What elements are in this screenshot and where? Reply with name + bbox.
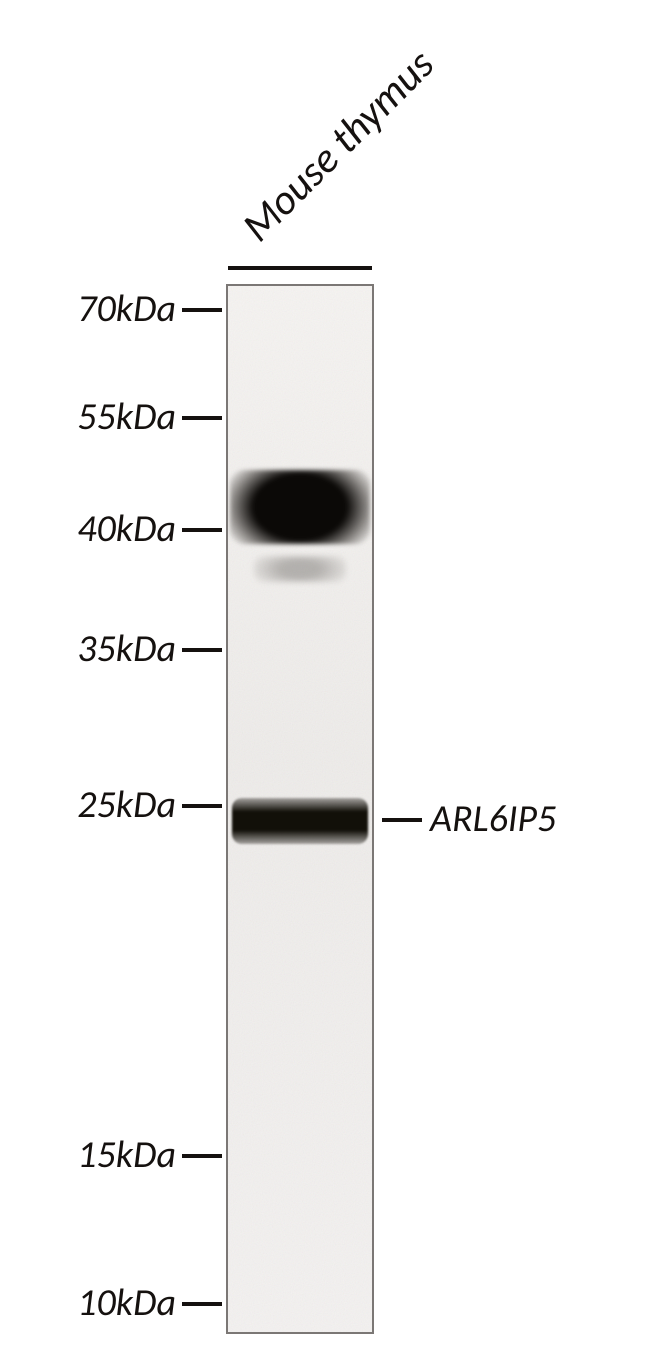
lane-label-underline (228, 266, 372, 270)
marker-label-55kda: 55kDa (16, 394, 176, 440)
marker-label-70kda: 70kDa (16, 286, 176, 332)
western-blot-figure: Mouse thymus 70kDa 55kDa 40kDa 35kDa 25k… (0, 0, 650, 1362)
marker-tick-25kda (182, 804, 222, 808)
marker-tick-70kda (182, 308, 222, 312)
marker-label-25kda: 25kDa (16, 782, 176, 828)
marker-tick-40kda (182, 528, 222, 532)
marker-tick-35kda (182, 648, 222, 652)
marker-tick-15kda (182, 1154, 222, 1158)
marker-tick-55kda (182, 416, 222, 420)
blot-lane-border (226, 284, 374, 1334)
band-tick-arl6ip5 (382, 818, 422, 822)
marker-tick-10kda (182, 1302, 222, 1306)
band-label-arl6ip5: ARL6IP5 (430, 796, 556, 842)
marker-label-10kda: 10kDa (16, 1280, 176, 1326)
marker-label-35kda: 35kDa (16, 626, 176, 672)
lane-label-mouse-thymus: Mouse thymus (232, 39, 445, 252)
marker-label-15kda: 15kDa (16, 1132, 176, 1178)
marker-label-40kda: 40kDa (16, 506, 176, 552)
